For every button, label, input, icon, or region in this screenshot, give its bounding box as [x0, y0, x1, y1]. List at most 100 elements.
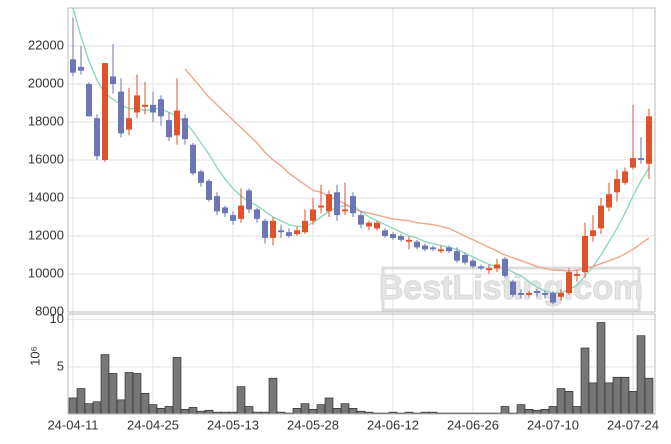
volume-bar: [500, 406, 510, 415]
volume-bar: [300, 403, 310, 415]
volume-bar: [92, 401, 102, 415]
volume-bar: [572, 406, 582, 415]
candle-body: [294, 230, 300, 235]
volume-bar: [236, 386, 246, 415]
y-tick-label: 5: [57, 358, 64, 373]
volume-bar: [124, 372, 134, 415]
candle-body: [278, 230, 284, 233]
y-tick-label: 20000: [28, 75, 64, 90]
volume-bar: [324, 397, 334, 415]
volume-bar: [316, 404, 326, 415]
y-tick-label: 8000: [35, 303, 64, 318]
watermark-box: [381, 266, 641, 312]
x-tick-label: 24-06-26: [447, 417, 499, 432]
candle-body: [390, 234, 396, 238]
volume-bar: [244, 406, 254, 415]
candle-body: [190, 144, 196, 174]
candle-body: [550, 293, 556, 303]
volume-bar: [148, 404, 158, 415]
volume-unit: 10⁶: [27, 346, 42, 366]
moving-average-line: [184, 68, 650, 272]
candle-body: [342, 209, 348, 212]
candle-body: [622, 171, 628, 183]
x-tick-label: 24-04-11: [47, 417, 98, 432]
volume-bar: [596, 322, 606, 415]
candle-body: [590, 230, 596, 236]
candle-body: [542, 293, 548, 295]
candle-body: [350, 196, 356, 214]
volume-bar: [140, 392, 150, 415]
x-tick-label: 24-06-12: [367, 417, 419, 432]
candle-body: [518, 293, 524, 295]
candle-body: [558, 293, 564, 297]
y-tick-label: 10000: [28, 265, 64, 280]
volume-bar: [524, 408, 534, 415]
candle-body: [78, 66, 84, 71]
volume-bar: [164, 406, 174, 415]
candle-body: [206, 180, 212, 200]
volume-bar: [516, 404, 526, 415]
candle-body: [118, 91, 124, 134]
y-tick-label: 22000: [28, 37, 64, 52]
candle-body: [222, 207, 228, 214]
volume-bar: [540, 408, 550, 415]
candle-body: [598, 205, 604, 229]
candle-body: [502, 258, 508, 276]
candle-body: [70, 59, 76, 73]
candle-body: [422, 245, 428, 250]
volume-frame: [67, 313, 656, 415]
x-tick-label: 24-07-24: [607, 417, 659, 432]
candle-body: [630, 158, 636, 168]
candle-body: [406, 239, 412, 242]
candle-body: [486, 268, 492, 271]
volume-bar: [580, 347, 590, 415]
candle-body: [262, 220, 268, 238]
candle-body: [302, 220, 308, 233]
candle-body: [166, 120, 172, 138]
candle-body: [454, 251, 460, 261]
volume-bar: [564, 391, 574, 415]
candle-body: [158, 99, 164, 117]
candle-body: [230, 215, 236, 221]
x-tick-label: 24-07-10: [527, 417, 579, 432]
volume-bar: [132, 373, 142, 415]
volume-bar: [612, 376, 622, 415]
volume-bar: [156, 408, 166, 415]
candle-body: [462, 255, 468, 263]
volume-bar: [620, 376, 630, 415]
candle-body: [198, 171, 204, 183]
candle-body: [438, 249, 444, 252]
volume-bar: [628, 391, 638, 415]
candle-body: [566, 272, 572, 293]
volume-bar: [636, 335, 646, 415]
candle-body: [614, 179, 620, 193]
candle-body: [86, 84, 92, 117]
candle-body: [478, 266, 484, 269]
volume-bar: [68, 397, 78, 415]
candle-body: [102, 63, 108, 160]
candle-body: [638, 158, 644, 160]
candle-body: [494, 264, 500, 269]
volume-bar: [84, 403, 94, 415]
volume-bar: [548, 406, 558, 415]
candle-body: [510, 281, 516, 295]
volume-bar: [532, 409, 542, 415]
candle-body: [174, 110, 180, 136]
candle-body: [254, 209, 260, 219]
volume-bar: [180, 408, 190, 415]
candle-body: [326, 194, 332, 212]
candle-body: [214, 196, 220, 212]
volume-bar: [100, 354, 110, 415]
candle-body: [414, 241, 420, 248]
y-tick-label: 14000: [28, 189, 64, 204]
volume-bar: [332, 408, 342, 415]
volume-bar: [116, 399, 126, 415]
volume-bar: [76, 388, 86, 415]
y-tick-label: 18000: [28, 113, 64, 128]
y-tick-label: 16000: [28, 151, 64, 166]
candle-body: [526, 293, 532, 295]
candle-body: [142, 104, 148, 107]
candle-body: [334, 192, 340, 216]
volume-bar: [556, 388, 566, 415]
